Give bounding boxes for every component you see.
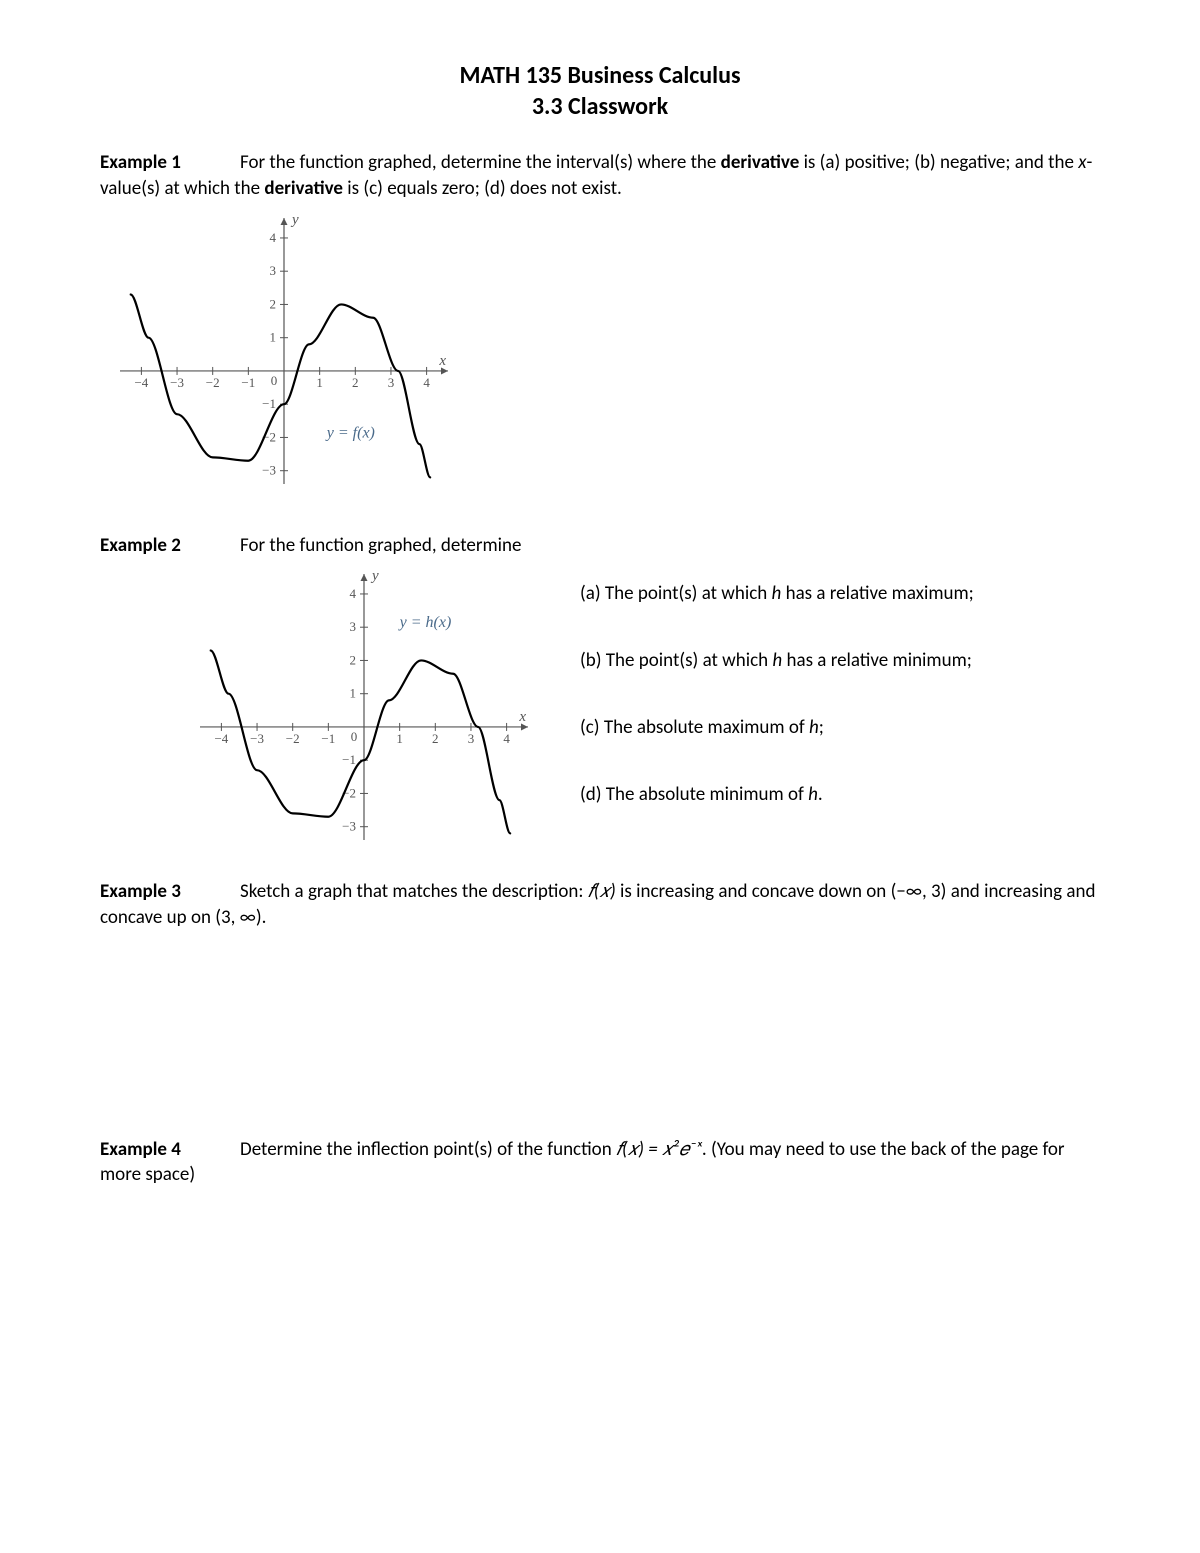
ex3-fx: 𝑓(𝑥) bbox=[588, 880, 616, 903]
svg-text:y = f(x): y = f(x) bbox=[325, 424, 375, 441]
svg-text:−2: −2 bbox=[286, 731, 300, 746]
svg-text:−3: −3 bbox=[262, 462, 276, 477]
ex1-t2: is (a) positive; (b) negative; and the bbox=[799, 151, 1078, 174]
svg-text:−2: −2 bbox=[206, 375, 220, 390]
graph-1-svg: −4−3−2−1012341234−1−2−3yxy = f(x) bbox=[100, 208, 460, 498]
ex2-item-c: (c) The absolute maximum of h; bbox=[580, 716, 974, 739]
ex2-a-post: has a relative maximum; bbox=[781, 582, 973, 605]
ex2-lead: For the function graphed, determine bbox=[240, 534, 521, 557]
ex2-b-pre: (b) The point(s) at which bbox=[580, 649, 772, 672]
svg-text:y = h(x): y = h(x) bbox=[398, 614, 452, 631]
page: MATH 135 Business Calculus 3.3 Classwork… bbox=[0, 0, 1200, 1553]
svg-text:y: y bbox=[290, 212, 299, 228]
ex1-b1: derivative bbox=[721, 151, 800, 174]
example-4: Example 4 Determine the inflection point(… bbox=[100, 1137, 1100, 1188]
svg-text:−1: −1 bbox=[321, 731, 335, 746]
svg-text:3: 3 bbox=[270, 263, 277, 278]
graph-2-svg: −4−3−2−1012341234−1−2−3yxy = h(x) bbox=[180, 564, 540, 854]
svg-text:−4: −4 bbox=[214, 731, 228, 746]
svg-text:−3: −3 bbox=[342, 819, 356, 834]
ex2-d-post: . bbox=[818, 783, 823, 806]
svg-text:−3: −3 bbox=[170, 375, 184, 390]
ex3-i1: (−∞, 3) bbox=[891, 880, 947, 903]
example-2-body: −4−3−2−1012341234−1−2−3yxy = h(x) (a) Th… bbox=[100, 564, 1100, 859]
example-1-graph: −4−3−2−1012341234−1−2−3yxy = f(x) bbox=[100, 208, 1100, 503]
page-title: MATH 135 Business Calculus 3.3 Classwork bbox=[100, 60, 1100, 122]
ex2-a-pre: (a) The point(s) at which bbox=[580, 582, 772, 605]
svg-text:1: 1 bbox=[316, 375, 323, 390]
ex1-t1: For the function graphed, determine the … bbox=[240, 151, 721, 174]
svg-text:2: 2 bbox=[352, 375, 359, 390]
example-3-label: Example 3 bbox=[100, 879, 200, 905]
title-line-1: MATH 135 Business Calculus bbox=[100, 60, 1100, 91]
ex2-b-post: has a relative minimum; bbox=[782, 649, 972, 672]
ex2-d-var: h bbox=[808, 783, 818, 806]
example-3-workspace bbox=[100, 937, 1100, 1137]
svg-text:3: 3 bbox=[468, 731, 475, 746]
ex2-c-var: h bbox=[809, 716, 819, 739]
ex2-c-post: ; bbox=[819, 716, 824, 739]
ex3-i2: (3, ∞) bbox=[215, 906, 261, 929]
ex4-pre: Determine the inflection point(s) of the… bbox=[240, 1138, 616, 1161]
ex3-pre: Sketch a graph that matches the descript… bbox=[240, 880, 588, 903]
ex2-a-var: h bbox=[772, 582, 782, 605]
svg-text:−1: −1 bbox=[342, 752, 356, 767]
example-4-label: Example 4 bbox=[100, 1137, 200, 1163]
svg-text:x: x bbox=[518, 709, 526, 725]
svg-text:4: 4 bbox=[503, 731, 510, 746]
example-2-label: Example 2 bbox=[100, 533, 200, 559]
svg-text:1: 1 bbox=[396, 731, 403, 746]
svg-text:2: 2 bbox=[350, 653, 357, 668]
ex2-d-pre: (d) The absolute minimum of bbox=[580, 783, 808, 806]
example-2-list: (a) The point(s) at which h has a relati… bbox=[580, 564, 974, 850]
example-2-graph: −4−3−2−1012341234−1−2−3yxy = h(x) bbox=[180, 564, 540, 859]
ex2-b-var: h bbox=[772, 649, 782, 672]
ex4-eq: 𝑓(𝑥) = 𝑥²𝑒⁻ˣ bbox=[616, 1138, 702, 1161]
svg-text:4: 4 bbox=[270, 230, 277, 245]
svg-text:1: 1 bbox=[350, 686, 357, 701]
example-2: Example 2 For the function graphed, deter… bbox=[100, 533, 1100, 559]
ex2-item-b: (b) The point(s) at which h has a relati… bbox=[580, 649, 974, 672]
svg-text:2: 2 bbox=[270, 296, 277, 311]
svg-text:0: 0 bbox=[351, 729, 358, 744]
svg-text:0: 0 bbox=[271, 373, 278, 388]
svg-text:3: 3 bbox=[388, 375, 395, 390]
svg-text:3: 3 bbox=[350, 619, 357, 634]
svg-text:−3: −3 bbox=[250, 731, 264, 746]
ex3-post: . bbox=[262, 906, 267, 929]
ex3-m1: is increasing and concave down on bbox=[616, 880, 891, 903]
ex2-c-pre: (c) The absolute maximum of bbox=[580, 716, 809, 739]
svg-text:−1: −1 bbox=[262, 396, 276, 411]
svg-text:y: y bbox=[370, 568, 379, 584]
title-line-2: 3.3 Classwork bbox=[100, 91, 1100, 122]
svg-text:−4: −4 bbox=[134, 375, 148, 390]
ex2-item-a: (a) The point(s) at which h has a relati… bbox=[580, 582, 974, 605]
svg-text:2: 2 bbox=[432, 731, 439, 746]
example-1: Example 1 For the function graphed, deter… bbox=[100, 150, 1100, 201]
svg-text:4: 4 bbox=[350, 586, 357, 601]
ex2-item-d: (d) The absolute minimum of h. bbox=[580, 783, 974, 806]
svg-text:4: 4 bbox=[423, 375, 430, 390]
svg-text:x: x bbox=[438, 353, 446, 369]
example-1-label: Example 1 bbox=[100, 150, 200, 176]
example-3: Example 3 Sketch a graph that matches the… bbox=[100, 879, 1100, 930]
svg-text:−1: −1 bbox=[241, 375, 255, 390]
ex1-b2: derivative bbox=[264, 177, 343, 200]
svg-text:1: 1 bbox=[270, 329, 277, 344]
ex1-t4: is (c) equals zero; (d) does not exist. bbox=[343, 177, 622, 200]
